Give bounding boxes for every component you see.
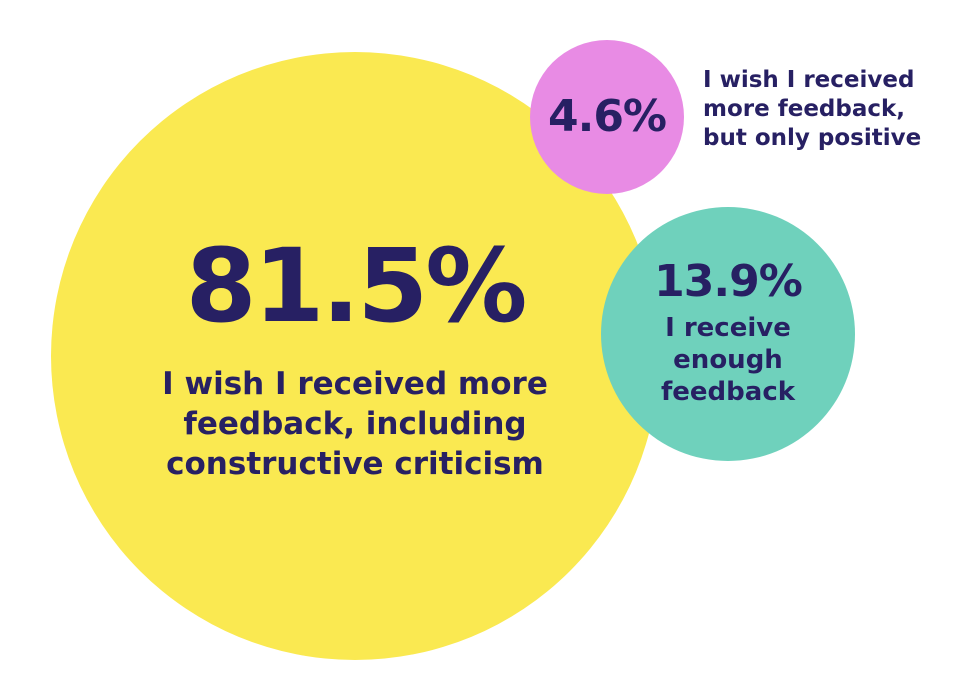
bubble-teal-label-line3: feedback [660, 377, 796, 407]
bubble-teal-label-line2: enough [673, 345, 783, 375]
bubble-pink-percent: 4.6% [547, 91, 667, 142]
bubble-pink: 4.6% [530, 40, 684, 194]
bubble-large-label-line1: I wish I received more [162, 366, 548, 402]
bubble-pink-label-line1: I wish I received [703, 67, 915, 93]
bubble-pink-label: I wish I received more feedback, but onl… [703, 66, 921, 153]
bubble-large-label-line3: constructive criticism [166, 446, 544, 482]
bubble-large-percent: 81.5% [185, 227, 528, 346]
bubble-large-label-line2: feedback, including [183, 406, 527, 442]
bubble-teal-percent: 13.9% [654, 256, 803, 307]
bubble-pink-label-line2: more feedback, [703, 96, 906, 122]
bubble-pink-label-line3: but only positive [703, 125, 922, 151]
bubble-teal-label-line1: I receive [665, 313, 791, 343]
bubble-teal: 13.9% I receive enough feedback [601, 207, 855, 461]
bubble-large-label: I wish I received more feedback, includi… [162, 364, 548, 484]
bubble-teal-label: I receive enough feedback [661, 312, 795, 408]
